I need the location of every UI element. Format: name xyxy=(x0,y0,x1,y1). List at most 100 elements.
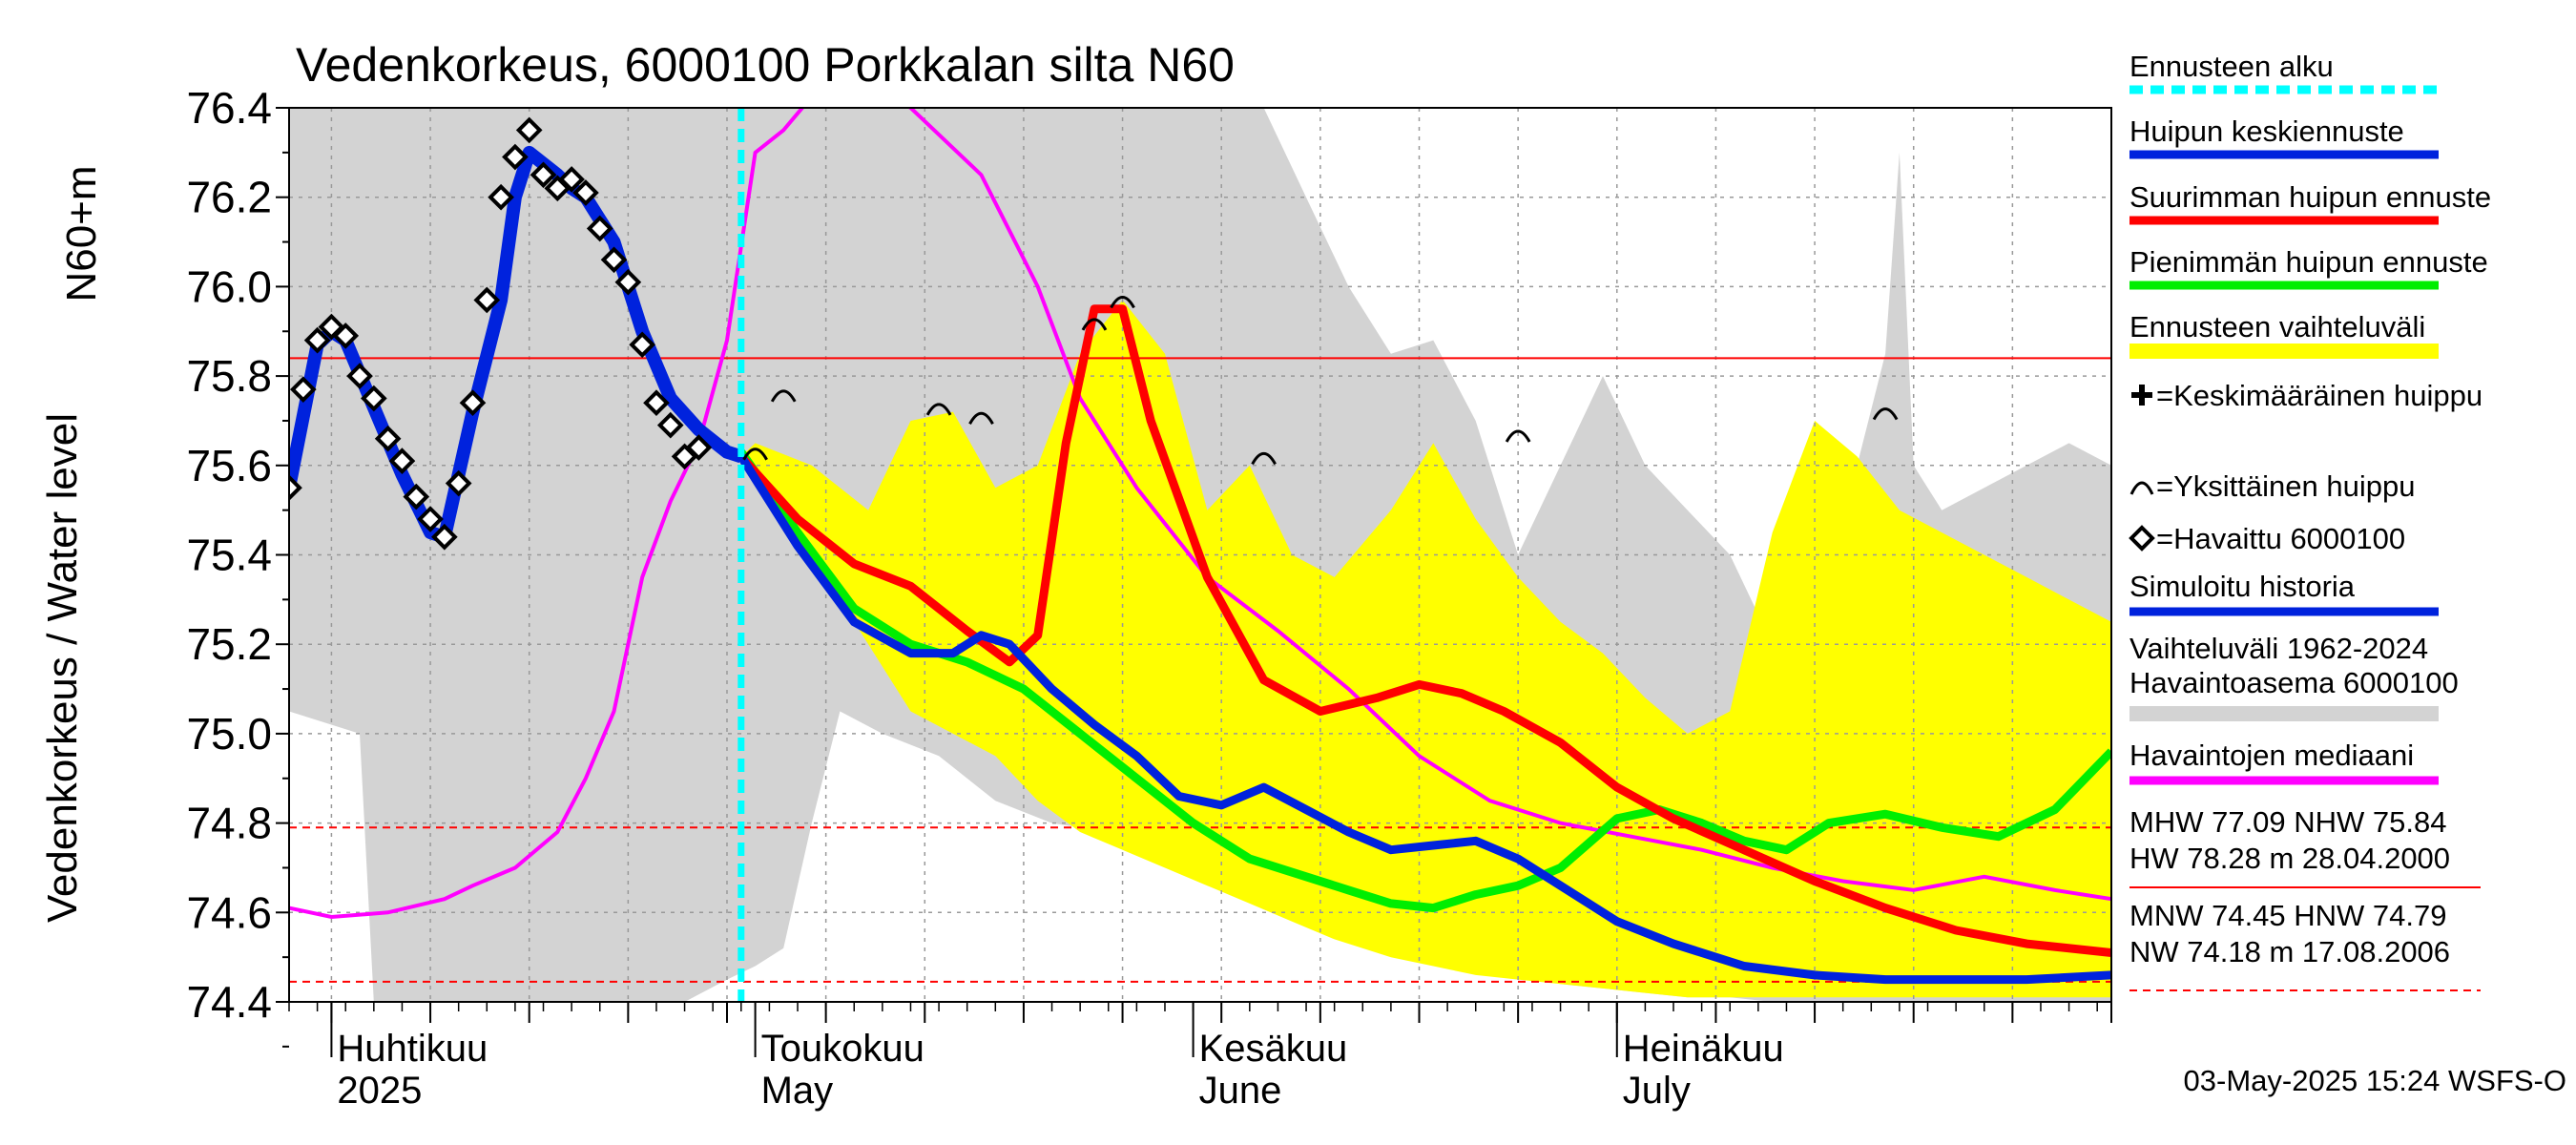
legend-label: Pienimmän huipun ennuste xyxy=(2129,245,2488,279)
observed-median-line xyxy=(289,108,2111,920)
legend-label: =Havaittu 6000100 xyxy=(2156,522,2405,555)
x-month-label-en: July xyxy=(1623,1070,1691,1112)
single-peak-marker xyxy=(742,448,768,461)
timestamp: 03-May-2025 15:24 WSFS-O xyxy=(2184,1064,2566,1097)
y-tick-label: 76.4 xyxy=(186,83,272,133)
x-month-label: Toukokuu xyxy=(761,1028,924,1070)
legend-item: Ennusteen vaihteluväli xyxy=(2129,310,2439,359)
y-tick-label: 74.6 xyxy=(186,887,272,937)
x-month-label-en: May xyxy=(761,1070,834,1112)
legend-plus-marker xyxy=(2131,385,2152,406)
single-peak-marker xyxy=(1110,295,1135,309)
legend-item: Pienimmän huipun ennuste xyxy=(2129,245,2488,290)
stats-line: MHW 77.09 NHW 75.84 xyxy=(2129,805,2447,839)
legend-label: Suurimman huipun ennuste xyxy=(2129,180,2491,214)
legend-label: =Keskimääräinen huippu xyxy=(2156,379,2483,412)
observed-point xyxy=(600,246,628,274)
legend-diamond-marker xyxy=(2129,525,2155,552)
observed-point xyxy=(685,434,713,461)
observed-point xyxy=(488,183,514,211)
simulated-history-line xyxy=(289,145,743,544)
observed-point xyxy=(374,425,402,452)
observed-point xyxy=(572,179,599,206)
y-tick-label: 75.4 xyxy=(186,531,272,580)
stats-line: NW 74.18 m 17.08.2006 xyxy=(2129,935,2450,968)
observed-point xyxy=(289,376,317,403)
y-tick-label: 76.2 xyxy=(186,173,272,222)
y-tick-label: 74.4 xyxy=(186,977,272,1027)
y-tick-label: 75.6 xyxy=(186,441,272,490)
observed-point xyxy=(445,469,472,497)
legend-item: Havaintojen mediaani xyxy=(2129,739,2439,785)
observed-point xyxy=(614,268,642,296)
x-month-label: Kesäkuu xyxy=(1199,1028,1348,1070)
observed-point xyxy=(515,116,543,144)
single-peak-marker xyxy=(1081,318,1108,331)
legend-item: =Yksittäinen huippu xyxy=(2129,469,2415,503)
y-axis-label: Vedenkorkeus / Water level xyxy=(39,413,86,923)
legend-label: Vaihteluväli 1962-2024 xyxy=(2129,632,2428,665)
legend-label: Ennusteen alku xyxy=(2129,50,2334,83)
single-peak-marker xyxy=(770,389,797,403)
legend-label: Simuloitu historia xyxy=(2129,570,2356,603)
observed-point xyxy=(332,323,360,349)
mean-peak-forecast-line xyxy=(737,453,2111,985)
single-peak-marker xyxy=(1872,407,1899,421)
legend-label: Ennusteen vaihteluväli xyxy=(2129,310,2425,344)
observed-point xyxy=(558,166,585,193)
y-tick-label: 76.0 xyxy=(186,261,272,311)
single-peak-marker xyxy=(968,411,994,426)
observed-point xyxy=(586,215,613,242)
min-peak-forecast-line xyxy=(737,449,2111,913)
legend-item: Ennusteen alku xyxy=(2129,50,2439,94)
observed-point xyxy=(530,161,557,189)
legend-swatch xyxy=(2129,706,2439,721)
legend-item: =Keskimääräinen huippu xyxy=(2131,379,2483,412)
chart-title: Vedenkorkeus, 6000100 Porkkalan silta N6… xyxy=(296,38,1235,92)
stats-line: HW 78.28 m 28.04.2000 xyxy=(2129,842,2450,875)
observed-point xyxy=(289,474,302,502)
y-tick-label: 75.2 xyxy=(186,619,272,669)
y-tick-label: 75.0 xyxy=(186,709,272,759)
observed-point xyxy=(643,389,670,417)
legend-label: =Yksittäinen huippu xyxy=(2156,469,2415,503)
observed-point xyxy=(417,506,444,532)
legend-label: Havaintoasema 6000100 xyxy=(2129,666,2459,699)
x-month-label: Heinäkuu xyxy=(1623,1028,1784,1070)
x-month-label: Huhtikuu xyxy=(337,1028,488,1070)
observed-point xyxy=(388,448,416,474)
observed-point xyxy=(656,411,684,439)
legend-item: Huipun keskiennuste xyxy=(2129,114,2439,159)
x-month-label-en: 2025 xyxy=(337,1070,422,1112)
single-peak-marker xyxy=(1251,451,1277,466)
observed-point xyxy=(431,523,458,551)
legend-arc-marker xyxy=(2129,481,2154,495)
observed-point xyxy=(303,326,331,354)
stats-line: MNW 74.45 HNW 74.79 xyxy=(2129,899,2447,932)
x-month-label-en: June xyxy=(1199,1070,1282,1112)
legend-item: =Havaittu 6000100 xyxy=(2129,522,2405,555)
y-tick-label: 74.8 xyxy=(186,799,272,848)
legend-item: Vaihteluväli 1962-2024 Havaintoasema 600… xyxy=(2129,632,2459,721)
observed-point xyxy=(346,363,373,389)
observed-point xyxy=(361,385,387,412)
single-peak-marker xyxy=(925,403,952,416)
observed-point xyxy=(403,483,430,510)
observed-point xyxy=(629,331,655,359)
observed-point xyxy=(473,286,501,314)
legend-item: Simuloitu historia xyxy=(2129,570,2439,616)
observed-point xyxy=(502,143,529,171)
single-peak-marker xyxy=(1505,429,1531,443)
grid-lines xyxy=(289,108,2111,1002)
legend-label: Huipun keskiennuste xyxy=(2129,114,2404,148)
max-peak-forecast-line xyxy=(737,304,2111,957)
y-tick-label: 75.8 xyxy=(186,351,272,401)
legend-swatch xyxy=(2129,344,2439,359)
legend-label: Havaintojen mediaani xyxy=(2129,739,2414,772)
legend-item: Suurimman huipun ennuste xyxy=(2129,180,2491,225)
observed-point xyxy=(459,389,487,417)
y-axis-label-unit: N60+m xyxy=(58,165,105,302)
